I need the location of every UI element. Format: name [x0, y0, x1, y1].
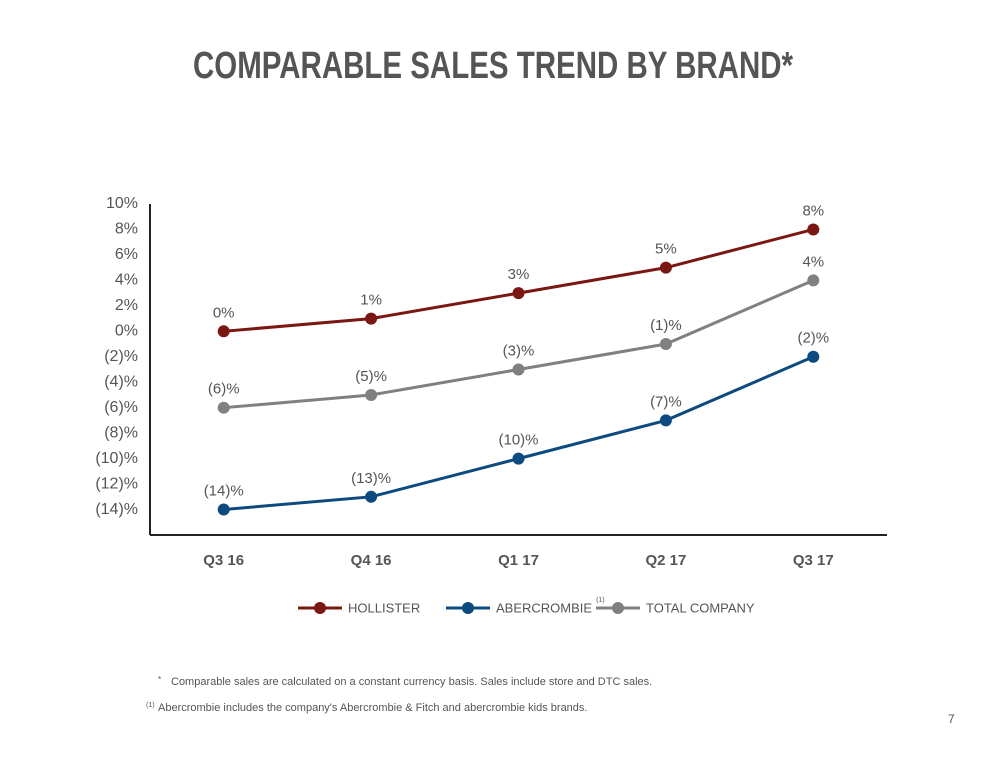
data-label: 8% [802, 202, 824, 219]
footnote: Comparable sales are calculated on a con… [171, 676, 652, 688]
data-point [365, 388, 378, 401]
x-tick-label: Q4 16 [351, 552, 392, 569]
data-label: (6)% [208, 381, 240, 398]
data-point [659, 414, 672, 427]
y-tick-label: 2% [115, 297, 138, 314]
y-tick-label: 0% [115, 323, 138, 340]
data-point [807, 350, 820, 363]
y-tick-label: 8% [115, 221, 138, 238]
data-label: (5)% [355, 368, 387, 385]
data-point [217, 401, 230, 414]
y-tick-label: 4% [115, 272, 138, 289]
data-point [512, 287, 525, 300]
legend-note: (1) [596, 597, 605, 604]
data-label: 1% [360, 292, 382, 309]
y-tick-label: (14)% [95, 501, 138, 518]
page-number: 7 [948, 712, 955, 726]
data-point [807, 274, 820, 287]
x-tick-label: Q1 17 [498, 552, 539, 569]
data-label: 0% [213, 304, 235, 321]
footnote: Abercrombie includes the company's Aberc… [158, 702, 587, 714]
footnote-marker: * [158, 675, 161, 684]
data-label: (13)% [351, 470, 391, 487]
data-label: (7)% [650, 393, 682, 410]
data-label: (10)% [498, 432, 538, 449]
y-tick-label: 6% [115, 246, 138, 263]
legend-label: ABERCROMBIE [496, 600, 592, 615]
y-tick-label: (12)% [95, 475, 138, 492]
data-label: (2)% [797, 330, 829, 347]
data-label: 4% [802, 253, 824, 270]
data-point [365, 312, 378, 325]
y-tick-label: (8)% [104, 424, 138, 441]
data-point [217, 325, 230, 338]
data-point [659, 261, 672, 274]
data-point [512, 363, 525, 376]
data-point [807, 223, 820, 236]
legend-label: HOLLISTER [348, 600, 420, 615]
legend-swatch-dot [612, 602, 624, 614]
y-tick-label: (6)% [104, 399, 138, 416]
x-tick-label: Q3 17 [793, 552, 834, 569]
data-label: 5% [655, 241, 677, 258]
y-tick-label: (2)% [104, 348, 138, 365]
data-label: 3% [508, 266, 530, 283]
legend-swatch-dot [462, 602, 474, 614]
data-label: (1)% [650, 317, 682, 334]
x-tick-label: Q3 16 [203, 552, 244, 569]
footnote-marker: (1) [146, 702, 155, 709]
data-point [217, 503, 230, 516]
y-tick-label: (10)% [95, 450, 138, 467]
y-tick-label: (4)% [104, 373, 138, 390]
legend-swatch-dot [314, 602, 326, 614]
data-point [659, 338, 672, 351]
chart-title: COMPARABLE SALES TREND BY BRAND* [193, 45, 793, 87]
legend-label: TOTAL COMPANY [646, 600, 755, 615]
y-tick-label: 10% [106, 195, 138, 212]
data-label: (14)% [204, 483, 244, 500]
data-point [365, 490, 378, 503]
data-point [512, 452, 525, 465]
data-label: (3)% [503, 342, 535, 359]
x-tick-label: Q2 17 [645, 552, 686, 569]
